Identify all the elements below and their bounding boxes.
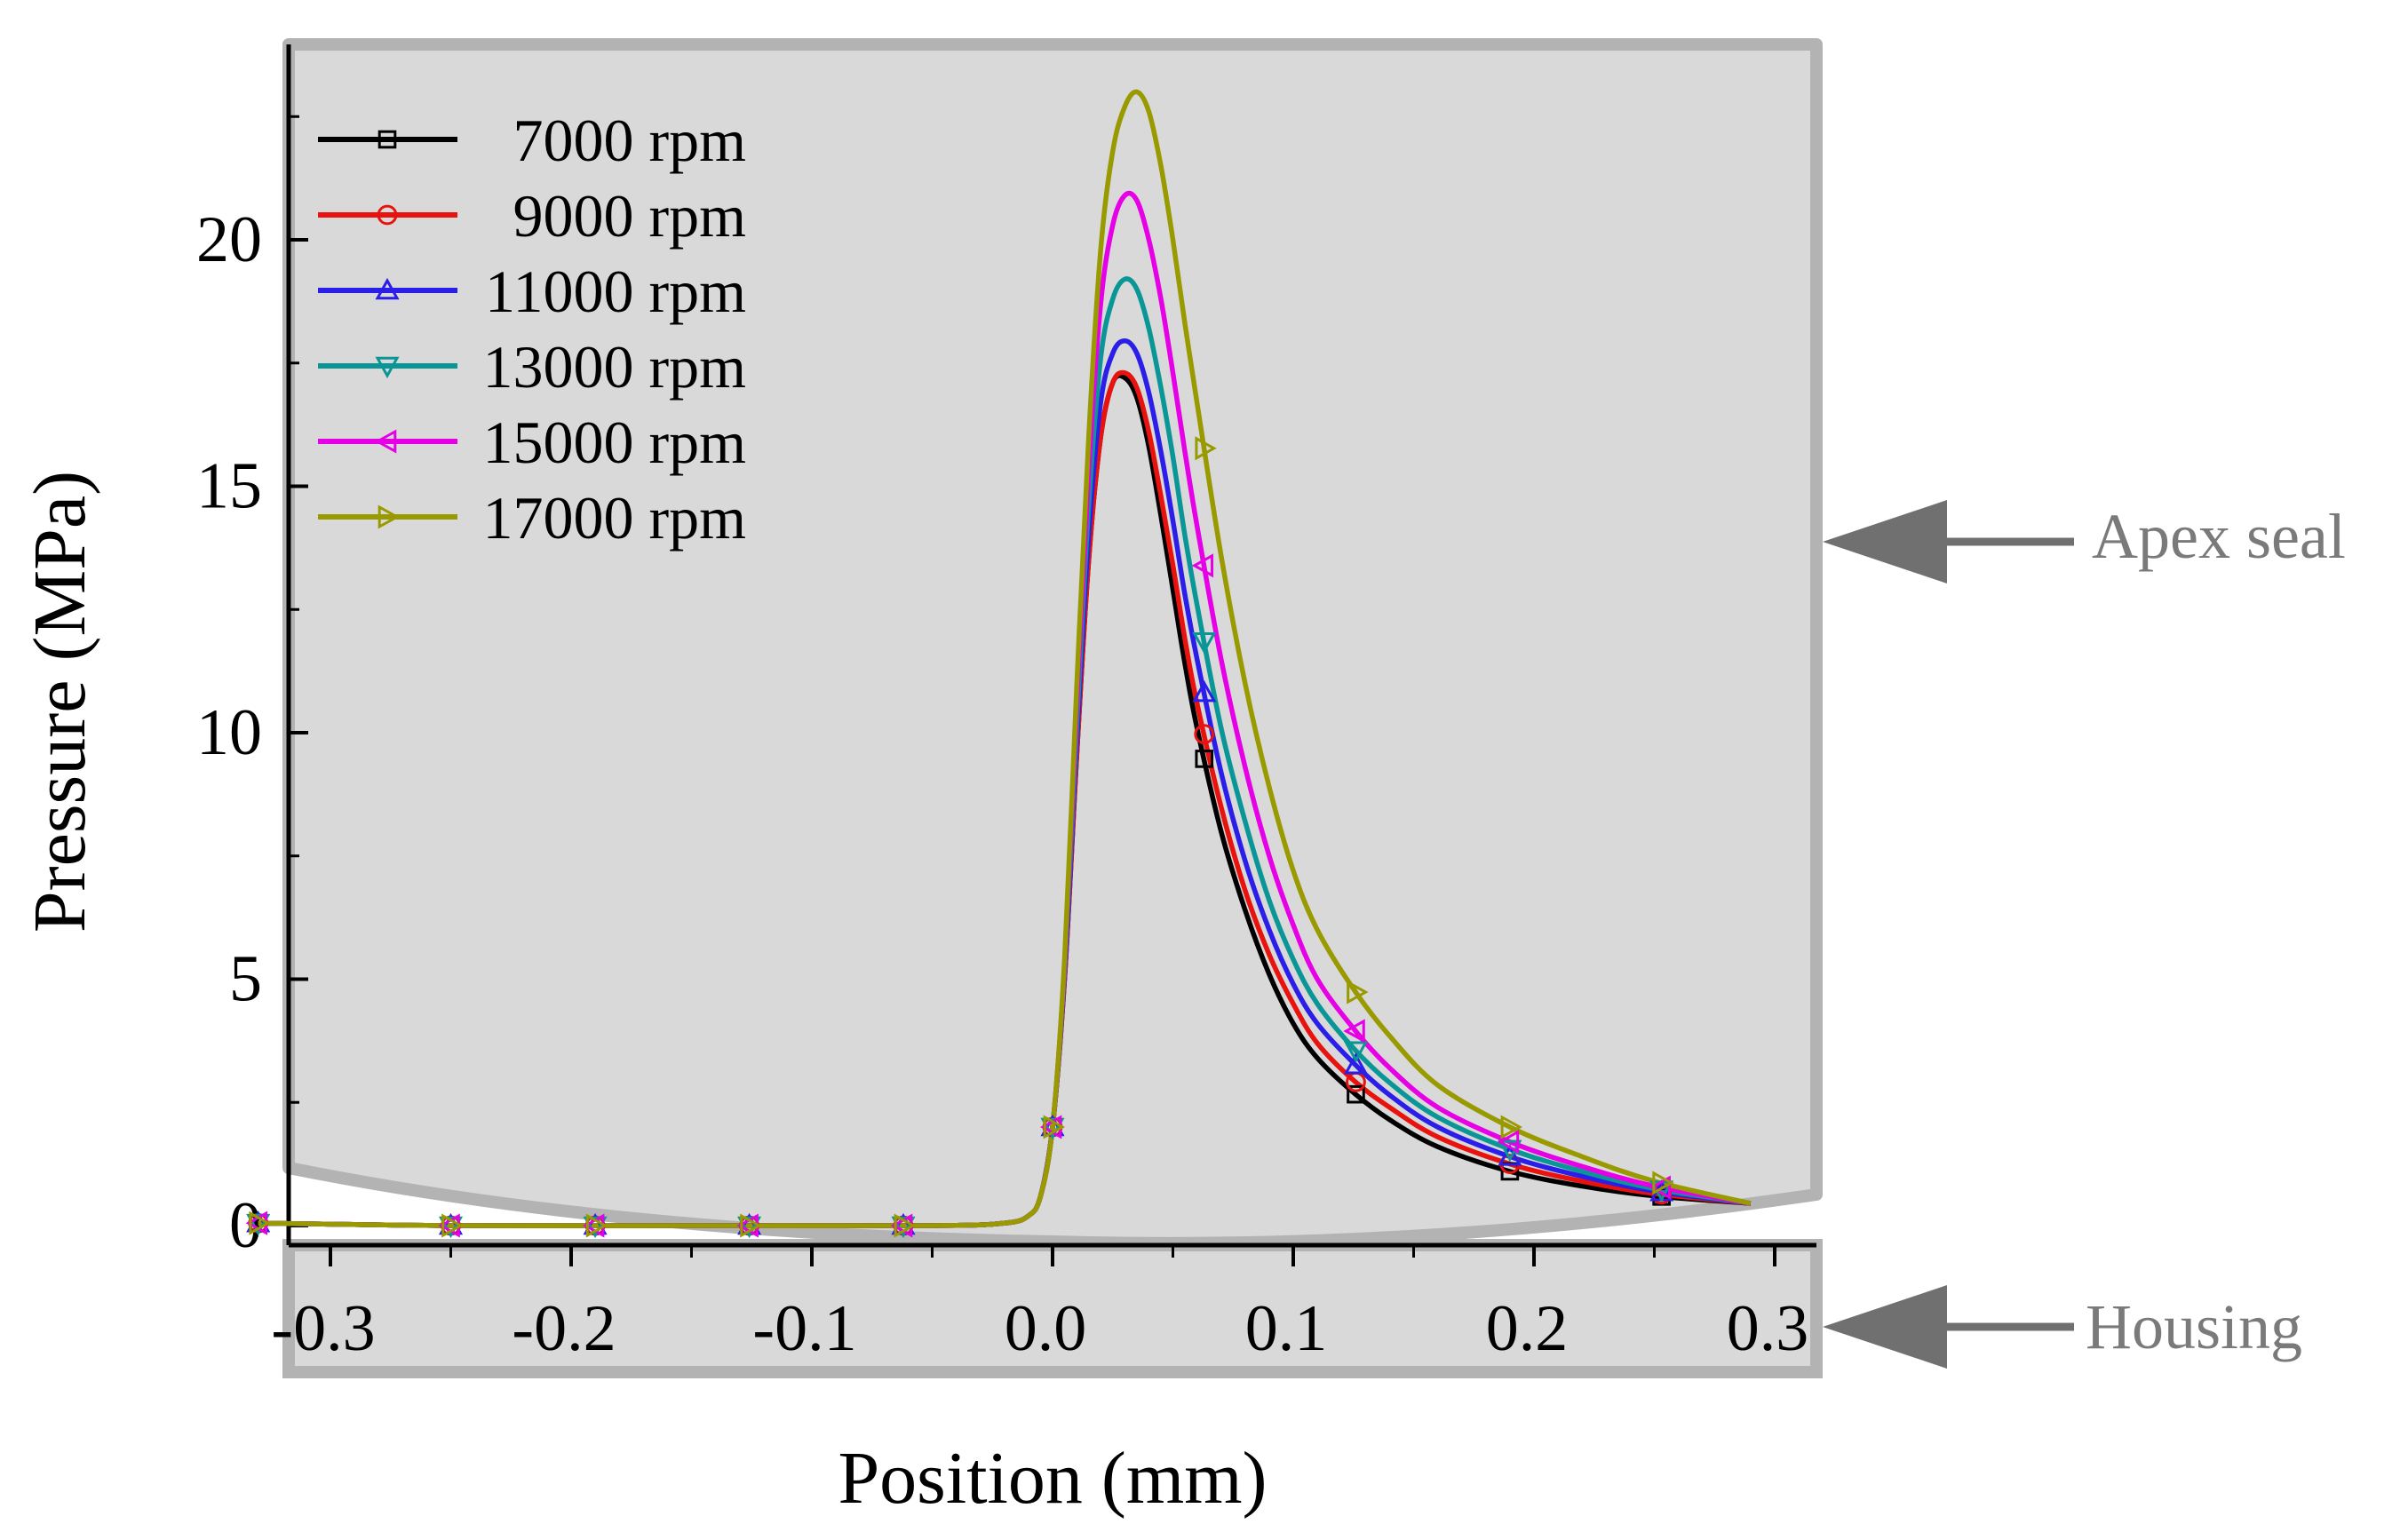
data-point-marker (1191, 553, 1214, 578)
legend-marker (377, 504, 401, 529)
data-point-marker (1500, 1115, 1522, 1139)
data-point-marker (1652, 1171, 1674, 1195)
legend-marker (375, 356, 400, 379)
data-point-marker (585, 1213, 608, 1238)
data-point-marker (1192, 679, 1217, 703)
legend-label: 9000 rpm (513, 182, 746, 250)
legend-marker (377, 204, 398, 226)
housing-label: Housing (2086, 1291, 2302, 1362)
x-tick-label: -0.3 (271, 1292, 375, 1365)
data-point-marker (1343, 1041, 1369, 1063)
axes: 0 5 10 15 20 -0.3 -0.2 -0.1 0.0 0.1 0.2 0.3 (196, 44, 1816, 1365)
data-point-marker (1347, 980, 1369, 1004)
data-point-marker (246, 1213, 271, 1236)
y-tick-label: 0 (229, 1189, 262, 1262)
y-axis-label: Pressure (MPa) (19, 471, 101, 933)
legend-label: 11000 rpm (485, 258, 746, 325)
data-point-marker (1194, 724, 1215, 745)
data-point-marker (891, 1216, 916, 1239)
x-tick-label: -0.2 (512, 1292, 616, 1365)
legend-marker (374, 429, 397, 454)
legend-label: 13000 rpm (482, 333, 746, 401)
data-point-marker (1343, 1019, 1365, 1044)
apex-seal-arrow-icon (1823, 500, 2074, 583)
legend-label: 15000 rpm (482, 409, 746, 476)
x-tick-label: 0.3 (1727, 1292, 1809, 1365)
data-point-marker (1347, 1084, 1365, 1104)
legend: 7000 rpm 9000 rpm 11000 rpm 13000 rpm 15000 … (318, 107, 746, 552)
data-point-marker (1498, 1144, 1522, 1166)
y-tick-label: 5 (229, 943, 262, 1016)
data-point-marker (1195, 750, 1214, 768)
legend-marker (375, 277, 400, 300)
data-point-marker (438, 1216, 464, 1239)
data-point-marker (1497, 1130, 1520, 1155)
x-tick-label: 0.1 (1245, 1292, 1328, 1365)
y-tick-label: 10 (196, 696, 262, 769)
data-point-marker (1040, 1117, 1065, 1140)
x-tick-label: 0.0 (1005, 1292, 1087, 1365)
marker-layer (245, 436, 1674, 1239)
data-point-marker (583, 1216, 608, 1239)
x-tick-label: -0.1 (752, 1292, 856, 1365)
data-point-marker (441, 1213, 464, 1238)
series-layer (258, 89, 1752, 1228)
y-tick-label: 20 (196, 203, 262, 276)
x-tick-label: 0.2 (1486, 1292, 1569, 1365)
legend-marker (377, 130, 397, 149)
data-point-marker (1649, 1175, 1671, 1200)
data-point-marker (740, 1213, 762, 1238)
data-point-marker (894, 1213, 917, 1238)
x-axis-label: Position (mm) (838, 1437, 1267, 1520)
housing-arrow-icon (1823, 1285, 2074, 1369)
legend-label: 17000 rpm (482, 484, 746, 552)
data-point-marker (1192, 632, 1217, 655)
data-point-marker (249, 1211, 271, 1235)
apex-seal-label: Apex seal (2092, 501, 2346, 572)
series-line (258, 89, 1752, 1228)
data-point-marker (1343, 1052, 1369, 1075)
data-point-marker (736, 1216, 762, 1239)
legend-label: 7000 rpm (513, 107, 746, 174)
data-point-marker (1195, 436, 1217, 461)
y-tick-label: 15 (196, 450, 262, 523)
data-point-marker (1043, 1115, 1066, 1139)
